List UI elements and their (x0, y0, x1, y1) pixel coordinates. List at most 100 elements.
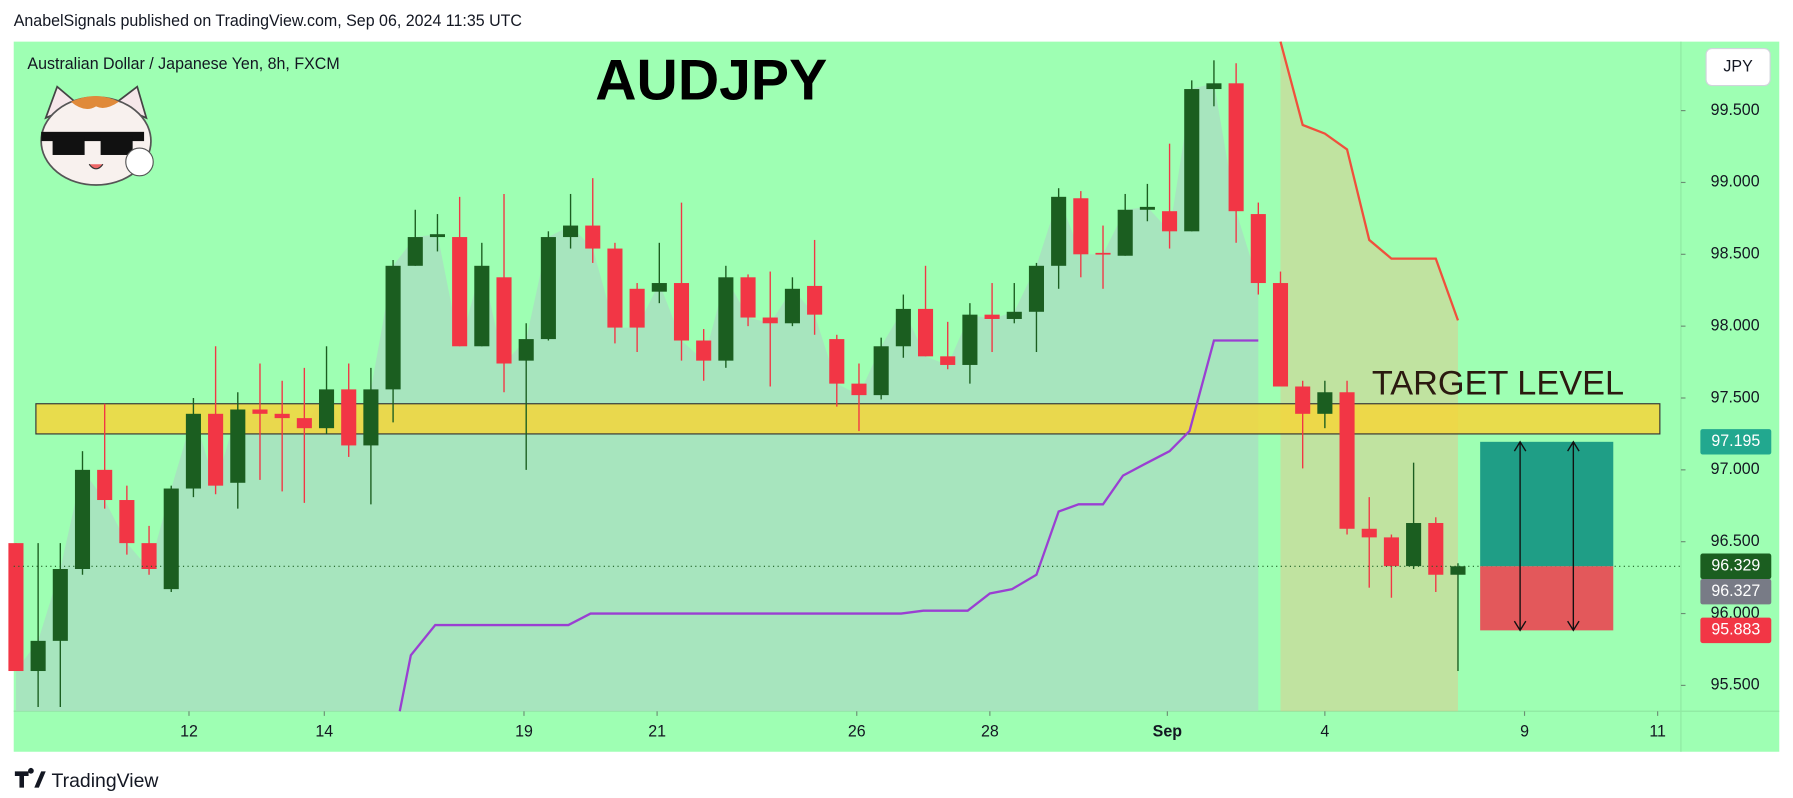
candle-body (8, 543, 24, 672)
candle-body (1051, 196, 1067, 266)
candle-body (829, 339, 845, 384)
candle-body (185, 413, 201, 489)
plot-layer: TARGET LEVEL 95.500 96.000 96.500 97.000 97.5… (8, 41, 1780, 752)
candle-body (1028, 265, 1045, 312)
candle-body (1450, 566, 1466, 575)
footer-brand: TradingView (51, 770, 159, 792)
footer-logo (14, 767, 46, 788)
candle-body (718, 277, 734, 361)
price-label-box (1700, 429, 1772, 455)
candle-body (97, 469, 113, 501)
chart-title: AUDJPY (595, 48, 827, 112)
candle-body (1139, 206, 1155, 210)
candle-body (917, 308, 934, 357)
price-label-box (1700, 553, 1772, 579)
y-tick-label: 99.000 (1711, 173, 1760, 191)
currency-button[interactable] (1705, 47, 1771, 87)
x-tick-label: 14 (315, 722, 333, 740)
position-arrow (1513, 440, 1527, 632)
candle-body (341, 389, 357, 446)
indicator-line (398, 339, 1259, 712)
candle-body (563, 225, 579, 238)
y-tick-label: 98.000 (1711, 316, 1760, 334)
candle-body (962, 314, 978, 365)
candle-body (784, 288, 800, 324)
x-tick-label: 4 (1320, 722, 1329, 740)
y-tick-label: 96.000 (1711, 604, 1760, 622)
candle-body (230, 409, 246, 483)
candle-body (1006, 311, 1022, 319)
candle-body (696, 340, 712, 361)
x-tick-label: 21 (648, 722, 666, 740)
price-label-box (1700, 617, 1772, 644)
y-tick-label: 97.500 (1711, 388, 1760, 406)
candle-body (429, 234, 446, 238)
candle-body (1162, 211, 1178, 232)
candle-body (1250, 214, 1266, 284)
candle-body (1406, 523, 1422, 567)
candle-body (540, 237, 556, 340)
target-zone (35, 403, 1661, 435)
candle-body (1117, 209, 1133, 256)
candle-body (474, 265, 490, 347)
candle-body (807, 285, 823, 315)
candle-body (296, 418, 312, 429)
candle-body (1184, 89, 1200, 232)
candle-body (119, 500, 135, 544)
candle-body (208, 413, 224, 486)
candle-body (363, 389, 379, 446)
candle-body (1339, 392, 1355, 529)
candle-body (873, 346, 889, 396)
candle-body (318, 389, 335, 429)
candle-body (496, 277, 512, 364)
candle-body (52, 569, 68, 641)
candle-body (74, 469, 91, 570)
candle-body (762, 317, 778, 324)
x-tick-label: 9 (1520, 722, 1529, 740)
currency-label[interactable]: JPY (1723, 57, 1753, 75)
candle-body (385, 265, 401, 390)
target-level-label: TARGET LEVEL (1372, 364, 1624, 402)
candle-body (1295, 386, 1311, 414)
x-tick-label: 12 (180, 722, 198, 740)
candle-body (518, 339, 534, 361)
publisher-line: AnabelSignals published on TradingView.c… (14, 12, 523, 30)
candle-body (895, 308, 911, 347)
candle-body (1272, 283, 1289, 387)
candle-body (607, 248, 623, 328)
candle-body (940, 356, 956, 365)
candle-body (1317, 392, 1333, 414)
candle-body (1073, 198, 1089, 255)
candle-body (585, 225, 601, 249)
y-tick-label: 95.500 (1711, 676, 1760, 694)
position-loss (1480, 566, 1614, 631)
candle-body (141, 543, 157, 570)
price-label: 96.327 (1711, 582, 1760, 600)
x-tick-label: 28 (981, 722, 999, 740)
close-area (15, 83, 1259, 712)
candle-body (163, 488, 179, 590)
candle-body (851, 383, 867, 396)
x-tick-label: 11 (1649, 722, 1666, 740)
price-label: 96.329 (1711, 556, 1760, 574)
candle-body (740, 277, 756, 318)
price-label-box (1700, 578, 1772, 605)
avatar (40, 85, 154, 186)
candle-body (1361, 528, 1377, 538)
y-tick-label: 97.000 (1711, 460, 1760, 478)
indicator-line (1279, 41, 1460, 321)
symbol-description: Australian Dollar / Japanese Yen, 8h, FX… (27, 55, 339, 73)
candle-body (651, 283, 667, 292)
candle-body (274, 413, 290, 419)
candle-body (1206, 83, 1222, 90)
candle-body (1228, 83, 1244, 212)
candle-body (1383, 537, 1399, 567)
price-label: 97.195 (1711, 432, 1760, 450)
candle-body (452, 237, 468, 347)
candle-body (629, 288, 645, 328)
y-tick-label: 96.500 (1711, 532, 1760, 550)
candle-body (1428, 523, 1444, 575)
y-tick-label: 98.500 (1711, 245, 1760, 263)
